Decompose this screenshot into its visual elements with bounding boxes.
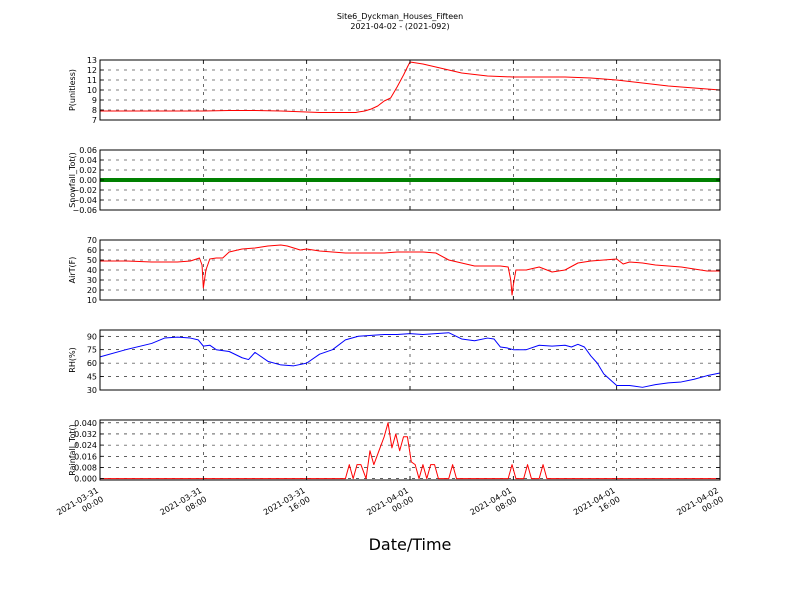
y-tick-label: 0.04: [79, 156, 97, 165]
y-tick-label: 60: [87, 246, 97, 255]
y-tick-label: 0.040: [74, 419, 97, 428]
y-tick-label: 50: [87, 256, 97, 265]
series-line-rain: [100, 422, 720, 480]
panel-frame: [99, 149, 721, 211]
y-tick-label: 0.008: [74, 463, 97, 472]
panel-frame: [99, 59, 721, 121]
y-axis-label: AirT(F): [68, 257, 77, 284]
y-tick-label: 0.06: [79, 146, 97, 155]
figure-subtitle: 2021-04-02 - (2021-092): [350, 22, 449, 31]
panel-frame: [99, 239, 721, 301]
y-tick-label: 10: [87, 86, 97, 95]
y-tick-label: −0.04: [72, 196, 97, 205]
panels: 78910111213P(unitless)−0.06−0.04−0.020.0…: [68, 56, 721, 484]
series-line-rh: [99, 332, 721, 388]
y-tick-label: 12: [87, 66, 97, 75]
y-tick-label: 45: [87, 373, 97, 382]
y-tick-label: 0.000: [74, 475, 97, 484]
y-axis-label: RH(%): [68, 347, 77, 372]
x-axis-ticks: 2021-03-3100:00 2021-03-3108:00 2021-03-31…: [55, 486, 725, 526]
y-tick-label: 8: [92, 106, 97, 115]
y-tick-label: 9: [92, 96, 97, 105]
y-tick-label: 30: [87, 276, 97, 285]
series-line-airt: [100, 244, 720, 296]
x-tick-label: 2021-03-3108:00: [159, 486, 209, 526]
x-tick-label: 2021-04-0200:00: [675, 486, 725, 526]
y-tick-label: −0.02: [72, 186, 97, 195]
x-tick-label: 2021-04-0100:00: [365, 486, 415, 526]
y-tick-label: 0.024: [74, 441, 97, 450]
y-tick-label: 20: [87, 286, 97, 295]
y-tick-label: 7: [92, 116, 97, 125]
panel-frame: [99, 329, 721, 391]
figure-title: Site6_Dyckman_Houses_Fifteen: [337, 12, 463, 21]
y-tick-label: −0.06: [72, 206, 97, 215]
x-tick-label: 2021-03-3116:00: [262, 486, 312, 526]
panel-snow: −0.06−0.04−0.020.000.020.040.06Snowfall_…: [68, 146, 721, 215]
y-axis-label: Rainfall_Tot(): [68, 424, 77, 476]
y-axis-label: P(unitless): [68, 69, 77, 111]
y-tick-label: 75: [87, 346, 97, 355]
y-tick-label: 0.00: [79, 176, 97, 185]
y-tick-label: 0.032: [74, 430, 97, 439]
y-tick-label: 60: [87, 359, 97, 368]
panel-frame: [99, 419, 721, 481]
x-tick-label: 2021-03-3100:00: [55, 486, 105, 526]
panel-rh: 30 45 60 75 90 RH(%): [68, 329, 721, 395]
y-tick-label: 0.016: [74, 452, 97, 461]
x-axis-title: Date/Time: [369, 535, 452, 554]
y-tick-label: 10: [87, 296, 97, 305]
y-tick-label: 90: [87, 332, 97, 341]
y-axis-label: Snowfall_Tot(): [68, 152, 77, 208]
y-tick-label: 0.02: [79, 166, 97, 175]
panel-rain: 0.000 0.008 0.016 0.024 0.032 0.040Rainfall_T…: [68, 419, 721, 484]
y-tick-label: 70: [87, 236, 97, 245]
y-tick-label: 30: [87, 386, 97, 395]
y-tick-label: 13: [87, 56, 97, 65]
series-line-p: [100, 61, 721, 113]
y-tick-label: 40: [87, 266, 97, 275]
x-tick-label: 2021-04-0108:00: [469, 486, 519, 526]
x-tick-label: 2021-04-0116:00: [572, 486, 622, 526]
y-tick-label: 11: [87, 76, 97, 85]
